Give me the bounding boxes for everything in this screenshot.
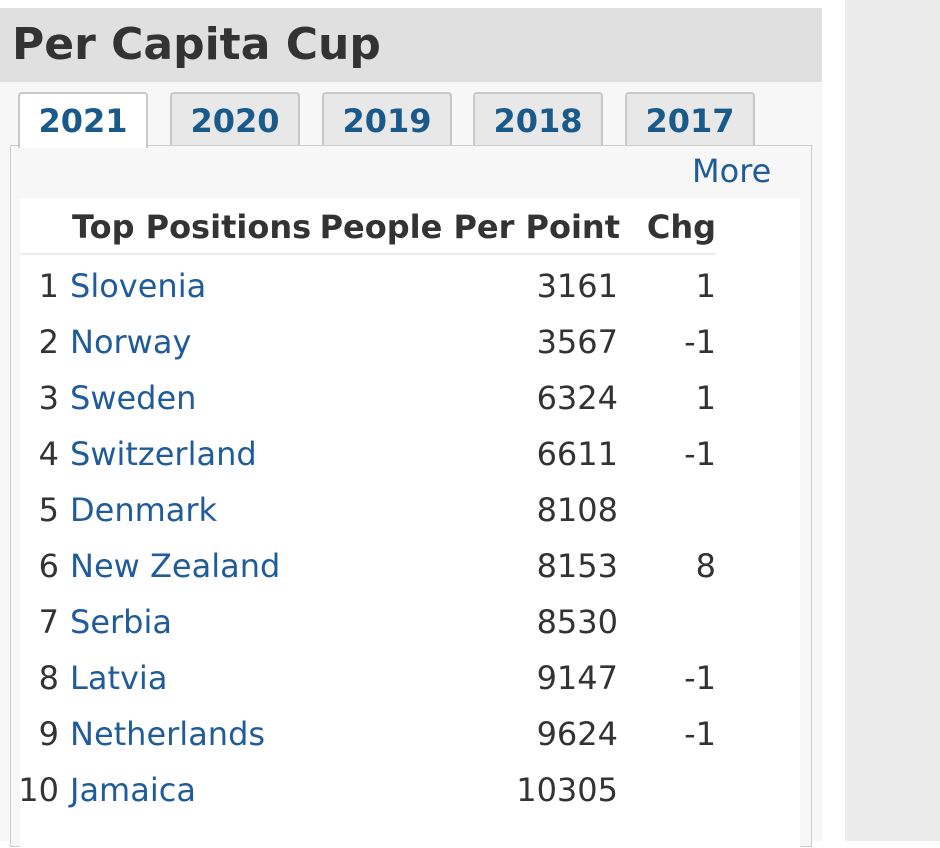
tab[interactable]: 2019 (322, 92, 452, 145)
rank: 6 (38, 547, 59, 585)
column-header: Chg (646, 208, 716, 246)
rank: 7 (38, 603, 59, 641)
title-bar (0, 8, 822, 82)
people-per-point: 8153 (536, 547, 618, 585)
change: 1 (695, 267, 716, 305)
tab[interactable]: 2020 (170, 92, 300, 145)
people-per-point: 8530 (536, 603, 618, 641)
rank: 8 (38, 659, 59, 697)
country-link[interactable]: Norway (70, 323, 192, 361)
people-per-point: 8108 (536, 491, 618, 529)
rank: 2 (38, 323, 59, 361)
change: -1 (684, 715, 716, 753)
change: -1 (684, 323, 716, 361)
rank: 3 (38, 379, 59, 417)
change: -1 (684, 659, 716, 697)
rank: 9 (38, 715, 59, 753)
people-per-point: 6611 (536, 435, 618, 473)
country-link[interactable]: Latvia (70, 659, 168, 697)
people-per-point: 9624 (536, 715, 618, 753)
rank: 4 (38, 435, 59, 473)
header-rule (20, 253, 716, 255)
rank: 1 (38, 267, 59, 305)
table (20, 198, 800, 848)
country-link[interactable]: New Zealand (70, 547, 281, 585)
people-per-point: 6324 (536, 379, 618, 417)
country-link[interactable]: Serbia (70, 603, 172, 641)
column-header: Top Positions (72, 208, 312, 246)
country-link[interactable]: Slovenia (70, 267, 207, 305)
people-per-point: 10305 (516, 771, 618, 809)
people-per-point: 3161 (536, 267, 618, 305)
people-per-point: 3567 (536, 323, 618, 361)
country-link[interactable]: Netherlands (70, 715, 266, 753)
change: -1 (684, 435, 716, 473)
title: Per Capita Cup (12, 19, 381, 70)
country-link[interactable]: Denmark (70, 491, 218, 529)
sidebar (845, 0, 940, 841)
column-header: People Per Point (319, 208, 620, 246)
change: 1 (695, 379, 716, 417)
tab[interactable]: 2021 (18, 92, 148, 148)
country-link[interactable]: Sweden (70, 379, 197, 417)
people-per-point: 9147 (536, 659, 618, 697)
country-link[interactable]: Switzerland (70, 435, 257, 473)
rank: 5 (38, 491, 59, 529)
rank: 10 (18, 771, 59, 809)
tab[interactable]: 2018 (473, 92, 603, 145)
tab[interactable]: 2017 (625, 92, 755, 145)
more-link[interactable]: More (692, 152, 772, 190)
change: 8 (695, 547, 716, 585)
country-link[interactable]: Jamaica (70, 771, 196, 809)
